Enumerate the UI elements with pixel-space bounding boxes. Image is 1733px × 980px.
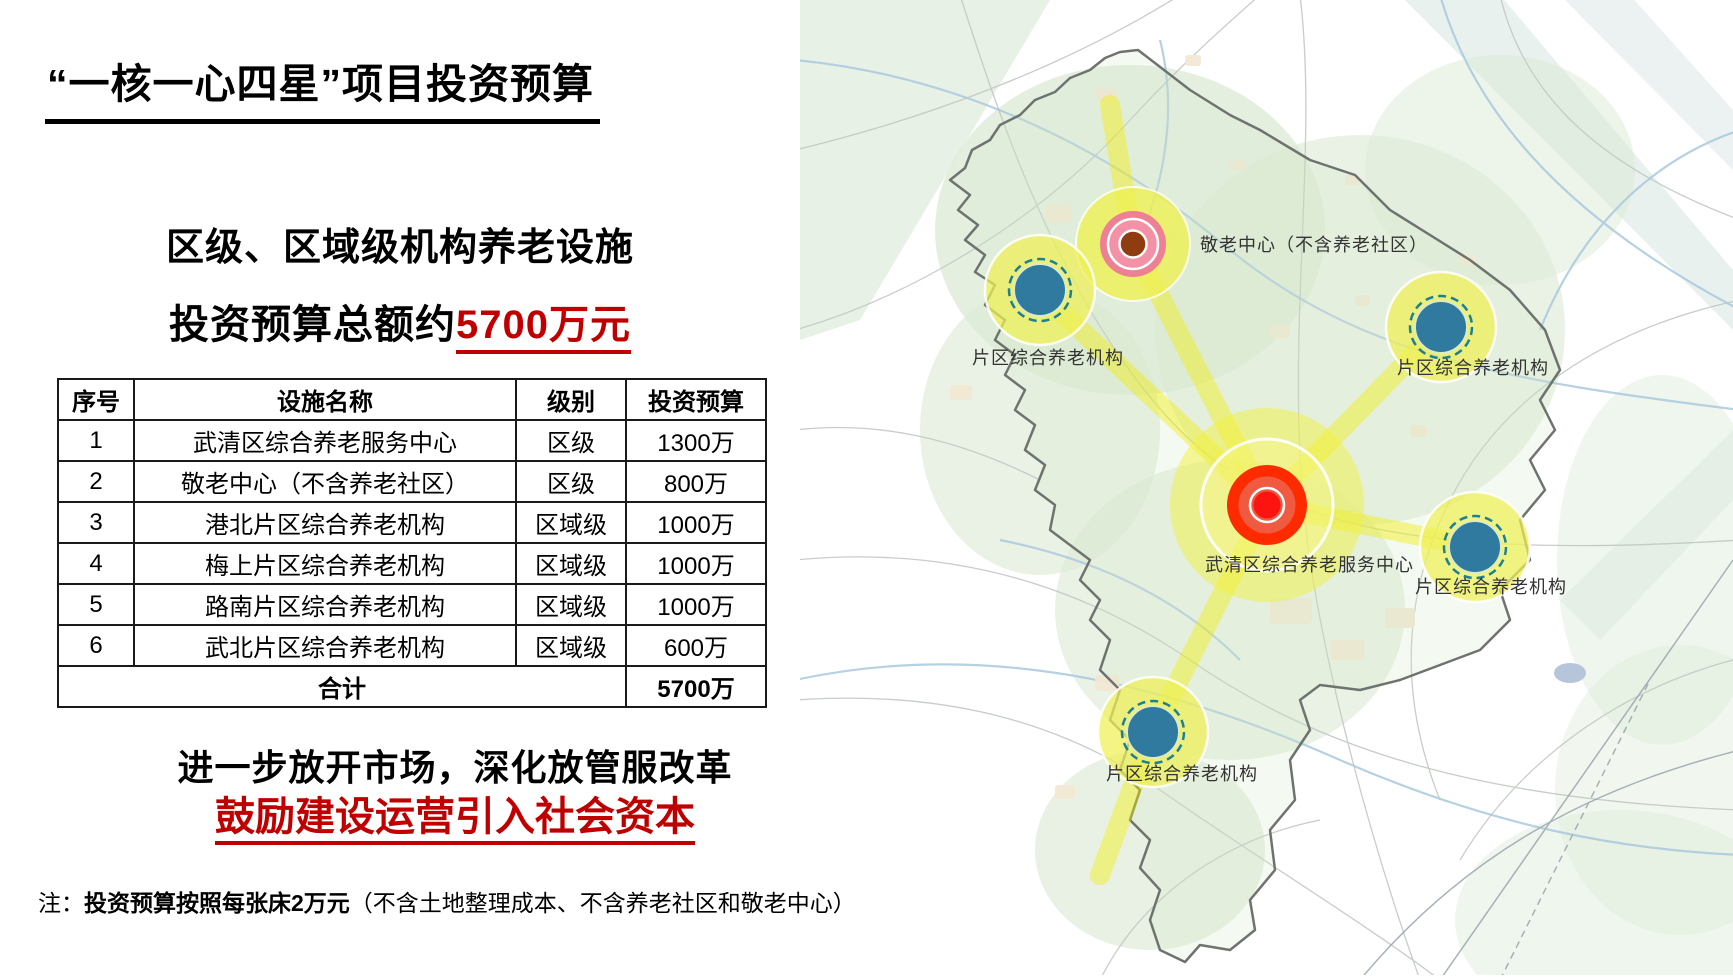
- col-header-index: 序号: [57, 378, 135, 421]
- map-marker-star-ne: [1408, 294, 1474, 360]
- cell-index: 1: [57, 419, 135, 462]
- cell-budget: 1000万: [625, 583, 767, 626]
- col-header-facility: 设施名称: [133, 378, 517, 421]
- district-map: 敬老中心（不含养老社区） 片区综合养老机构 片区综合养老机构 武清区综合养老服务…: [794, 0, 1733, 980]
- encourage-capital-text: 鼓励建设运营引入社会资本: [55, 791, 855, 845]
- cell-budget: 800万: [625, 460, 767, 503]
- cell-level: 区域级: [515, 501, 627, 544]
- table-row: 1 武清区综合养老服务中心 区级 1300万: [57, 419, 767, 462]
- cell-facility: 武清区综合养老服务中心: [133, 419, 517, 462]
- total-label: 合计: [57, 665, 627, 708]
- cell-index: 3: [57, 501, 135, 544]
- map-marker-star-east: [1442, 514, 1508, 580]
- map-marker-heart: [1100, 211, 1166, 277]
- cell-level: 区级: [515, 419, 627, 462]
- table-row: 4 梅上片区综合养老机构 区域级 1000万: [57, 542, 767, 585]
- page-title-text: “一核一心四星”项目投资预算: [45, 50, 600, 124]
- map-label-star-ne: 片区综合养老机构: [1397, 358, 1549, 378]
- bottom-statements: 进一步放开市场，深化放管服改革 鼓励建设运营引入社会资本: [55, 745, 855, 845]
- footnote: 注：投资预算按照每张床2万元（不含土地整理成本、不含养老社区和敬老中心）: [38, 884, 918, 918]
- cell-level: 区域级: [515, 583, 627, 626]
- map-rivers: [794, 0, 1733, 980]
- cell-budget: 600万: [625, 624, 767, 667]
- budget-total-highlight: 5700万元: [456, 303, 631, 354]
- cell-level: 区域级: [515, 624, 627, 667]
- cell-facility: 港北片区综合养老机构: [133, 501, 517, 544]
- table-row: 5 路南片区综合养老机构 区域级 1000万: [57, 583, 767, 626]
- budget-table: 序号 设施名称 级别 投资预算 1 武清区综合养老服务中心 区级 1300万 2…: [57, 378, 767, 708]
- map-marker-star-nw: [1007, 257, 1073, 323]
- col-header-budget: 投资预算: [625, 378, 767, 421]
- map-label-star-south: 片区综合养老机构: [1106, 764, 1258, 784]
- map-marker-core: [1227, 465, 1307, 545]
- subtitle-line2-prefix: 投资预算总额约: [169, 303, 456, 347]
- cell-index: 6: [57, 624, 135, 667]
- cell-level: 区级: [515, 460, 627, 503]
- cell-level: 区域级: [515, 542, 627, 585]
- cell-index: 5: [57, 583, 135, 626]
- district-map-svg: [794, 0, 1733, 980]
- table-total-row: 合计 5700万: [57, 665, 767, 708]
- footnote-bold: 投资预算按照每张床2万元: [84, 890, 350, 916]
- map-marker-star-south: [1120, 699, 1186, 765]
- total-value: 5700万: [625, 665, 767, 708]
- map-label-core: 武清区综合养老服务中心: [1205, 555, 1414, 575]
- footnote-rest: （不含土地整理成本、不含养老社区和敬老中心）: [349, 890, 856, 916]
- cell-facility: 梅上片区综合养老机构: [133, 542, 517, 585]
- cell-budget: 1000万: [625, 501, 767, 544]
- cell-budget: 1000万: [625, 542, 767, 585]
- cell-index: 4: [57, 542, 135, 585]
- map-label-star-east: 片区综合养老机构: [1415, 577, 1567, 597]
- table-row: 2 敬老中心（不含养老社区） 区级 800万: [57, 460, 767, 503]
- cell-facility: 敬老中心（不含养老社区）: [133, 460, 517, 503]
- market-reform-text: 进一步放开市场，深化放管服改革: [177, 747, 733, 788]
- subtitle-line2: 投资预算总额约5700万元: [0, 292, 800, 354]
- map-label-star-nw: 片区综合养老机构: [972, 348, 1124, 368]
- map-label-heart: 敬老中心（不含养老社区）: [1200, 235, 1428, 255]
- cell-budget: 1300万: [625, 419, 767, 462]
- table-row: 3 港北片区综合养老机构 区域级 1000万: [57, 501, 767, 544]
- cell-facility: 路南片区综合养老机构: [133, 583, 517, 626]
- cell-index: 2: [57, 460, 135, 503]
- cell-facility: 武北片区综合养老机构: [133, 624, 517, 667]
- table-header-row: 序号 设施名称 级别 投资预算: [57, 378, 767, 421]
- footnote-prefix: 注：: [38, 890, 84, 916]
- table-row: 6 武北片区综合养老机构 区域级 600万: [57, 624, 767, 667]
- col-header-level: 级别: [515, 378, 627, 421]
- page-title: “一核一心四星”项目投资预算: [45, 50, 805, 124]
- subtitle-line1: 区级、区域级机构养老设施: [165, 227, 634, 269]
